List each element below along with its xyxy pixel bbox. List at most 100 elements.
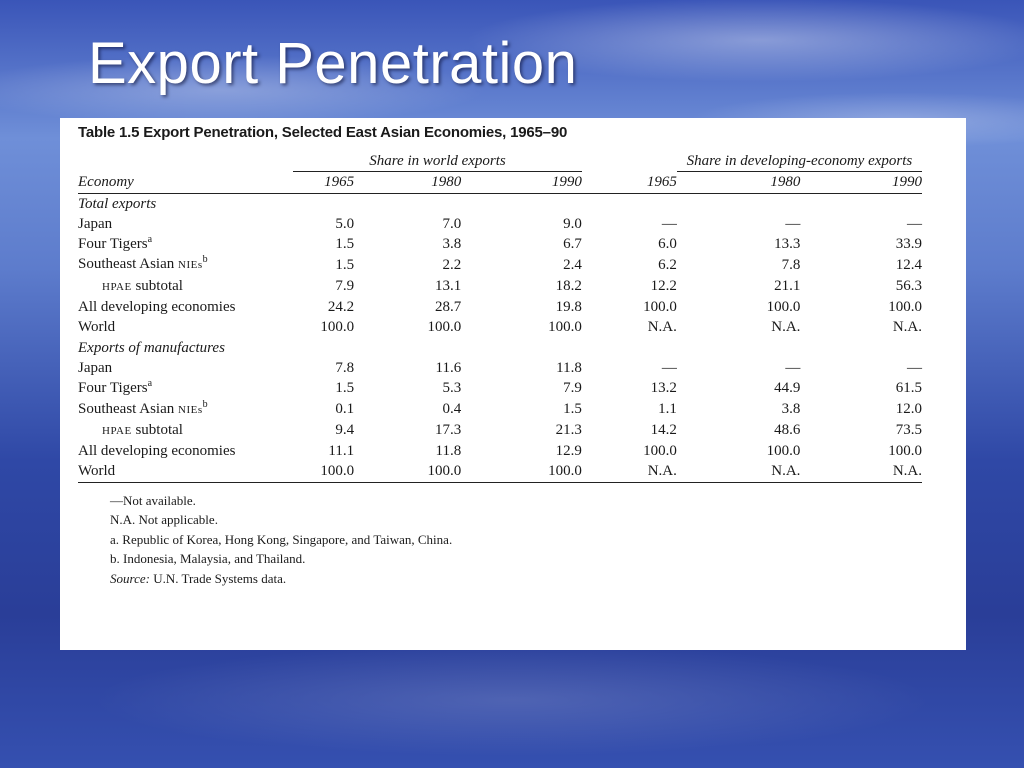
table-cell: 100.0 (643, 299, 677, 316)
table-cell: 11.8 (556, 359, 582, 376)
table-cell: 18.2 (555, 278, 582, 295)
table-cell: N.A. (771, 319, 801, 336)
table-cell: — (785, 215, 801, 232)
column-header-year: 1980 (354, 171, 462, 194)
table-cell: 7.9 (563, 380, 582, 397)
table-cell: 100.0 (354, 461, 462, 483)
row-label: Four Tigersa (78, 234, 293, 254)
row-label-text: World (78, 319, 116, 336)
table-cell: 56.3 (895, 278, 922, 295)
column-header-year: 1965 (581, 171, 677, 194)
table-cell: 100.0 (293, 461, 355, 483)
table-cell: 9.0 (563, 215, 582, 232)
row-label: World (78, 317, 293, 337)
table-cell: 12.2 (650, 278, 677, 295)
row-label-text: subtotal (131, 277, 183, 294)
row-label-abbr: HPAE (102, 424, 132, 437)
row-label: HPAE subtotal (78, 420, 293, 441)
footnote-marker: a (147, 234, 153, 246)
table-cell: N.A. (647, 319, 677, 336)
table-cell: — (661, 215, 677, 232)
section-header-row: Exports of manufactures (78, 338, 922, 358)
column-header-year: 1990 (461, 171, 582, 194)
table-cell: 14.2 (650, 422, 677, 439)
table-cell: 33.9 (895, 236, 922, 253)
table-caption: Table 1.5 Export Penetration, Selected E… (78, 124, 568, 141)
column-header-year: 1980 (676, 171, 801, 194)
section-title: Total exports (78, 195, 157, 212)
table-cell: — (785, 359, 801, 376)
table-cell: 7.9 (335, 278, 355, 295)
column-header-year: 1965 (293, 171, 355, 194)
group-header-row: Share in world exports Share in developi… (78, 151, 922, 173)
group-header-world: Share in world exports (293, 151, 582, 173)
table-cell: 48.6 (774, 422, 801, 439)
table-cell: N.A. (800, 461, 922, 483)
row-label-text: Southeast Asian (78, 256, 178, 273)
table-cell: 24.2 (327, 299, 355, 316)
table-cell: N.A. (892, 319, 922, 336)
row-label: Four Tigersa (78, 378, 293, 398)
table-row: Four Tigersa 1.5 3.8 6.7 6.0 13.3 33.9 (78, 234, 922, 254)
table-cell: 100.0 (548, 319, 582, 336)
table-cell: — (907, 359, 922, 376)
table-row: HPAE subtotal 9.4 17.3 21.3 14.2 48.6 73.5 (78, 420, 922, 441)
note-not-available: —Not available. (110, 492, 196, 508)
table-cell: 5.3 (442, 380, 462, 397)
table-row: World 100.0 100.0 100.0 N.A. N.A. N.A. (78, 461, 922, 483)
table-cell: 1.1 (658, 401, 677, 418)
table-cell: 100.0 (320, 319, 355, 336)
table-cell: 3.8 (781, 401, 801, 418)
group-header-developing: Share in developing-economy exports (676, 151, 922, 173)
row-label-text: Four Tigers (78, 236, 148, 253)
column-header-economy: Economy (78, 171, 294, 194)
source-text: U.N. Trade Systems data. (149, 570, 287, 586)
table-row: All developing economies 11.1 11.8 12.9 100.… (78, 441, 922, 461)
table-cell: 7.8 (781, 256, 801, 273)
table-cell: 28.7 (435, 299, 462, 316)
row-label-abbr: HPAE (102, 280, 132, 293)
table-cell: 7.8 (335, 359, 355, 376)
row-label: Southeast Asian NIEsb (78, 254, 293, 275)
table-cell: 73.5 (895, 422, 922, 439)
row-label-text: Japan (78, 359, 113, 376)
table-cell: 100.0 (888, 443, 922, 460)
row-label: All developing economies (78, 297, 293, 317)
source-label: Source: (110, 570, 150, 586)
note-source: Source: U.N. Trade Systems data. (110, 569, 922, 589)
table-cell: 6.0 (658, 236, 677, 253)
table-cell: 13.3 (774, 236, 801, 253)
row-label-abbr: NIEs (178, 403, 203, 416)
row-label-text: Japan (78, 215, 113, 232)
table-row: Southeast Asian NIEsb 1.5 2.2 2.4 6.2 7.8 12.4 (78, 254, 922, 275)
table-cell: 12.4 (895, 256, 922, 273)
table-figure: Table 1.5 Export Penetration, Selected E… (60, 118, 966, 650)
row-label-text: World (78, 463, 116, 480)
table-cell: 0.1 (335, 401, 355, 418)
row-label: World (78, 461, 294, 483)
table-cell: 100.0 (888, 299, 922, 316)
row-label: Japan (78, 358, 293, 378)
table-row: Japan 7.8 11.6 11.8 — — — (78, 358, 922, 378)
row-label-abbr: NIEs (178, 259, 203, 272)
section-header-row: Total exports (78, 193, 922, 214)
table-cell: 6.2 (658, 256, 677, 273)
column-header-row: Economy 1965 1980 1990 1965 1980 1990 (78, 171, 922, 194)
table-cell: 100.0 (427, 319, 462, 336)
table-cell: 21.3 (555, 422, 582, 439)
footnote-marker: b (202, 398, 208, 410)
section-title: Exports of manufactures (78, 339, 225, 356)
table-cell: 2.4 (563, 256, 582, 273)
table-cell: 2.2 (442, 256, 462, 273)
table-cell: 9.4 (335, 422, 355, 439)
export-table: Share in world exports Share in developi… (78, 151, 922, 483)
table-cell: N.A. (676, 461, 801, 483)
footnote-marker: a (147, 378, 153, 390)
row-label: All developing economies (78, 441, 293, 461)
table-cell: 3.8 (442, 236, 462, 253)
table-cell: 19.8 (555, 299, 582, 316)
table-cell: 11.1 (328, 443, 355, 460)
table-cell: 44.9 (774, 380, 801, 397)
table-cell: 13.1 (435, 278, 462, 295)
table-cell: 1.5 (335, 256, 355, 273)
